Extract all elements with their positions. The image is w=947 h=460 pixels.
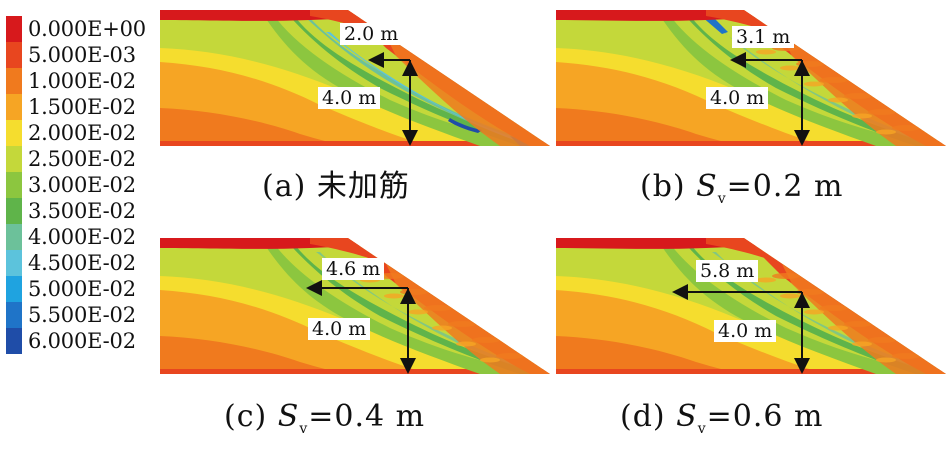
legend-label: 5.000E-02	[28, 277, 136, 301]
legend-item: 2.500E-02	[4, 146, 164, 172]
legend-item: 1.500E-02	[4, 94, 164, 120]
caption-prefix: (c)	[224, 399, 278, 434]
sv-symbol: S	[696, 169, 718, 204]
sv-value: =0.6 m	[706, 399, 824, 434]
sv-subscript: v	[697, 421, 707, 437]
legend-swatch	[6, 224, 22, 250]
legend-item: 4.500E-02	[4, 250, 164, 276]
sv-symbol: S	[277, 399, 300, 434]
caption-text: 未加筋	[316, 169, 410, 204]
width-label: 3.1 m	[732, 26, 795, 48]
legend-label: 4.000E-02	[28, 225, 136, 249]
sv-value: =0.2 m	[726, 169, 844, 204]
legend-swatch	[6, 94, 22, 120]
legend-item: 3.000E-02	[4, 172, 164, 198]
legend-label: 5.000E-03	[28, 43, 136, 67]
caption-prefix: (a)	[262, 169, 317, 204]
legend-label: 3.500E-02	[28, 199, 136, 223]
height-label: 4.0 m	[714, 320, 777, 342]
sv-subscript: v	[717, 191, 727, 207]
width-label: 4.6 m	[322, 258, 385, 280]
caption-a: (a) 未加筋	[262, 170, 410, 204]
contour-panel-c: 4.6 m 4.0 m	[160, 238, 550, 378]
legend-swatch	[6, 120, 22, 146]
legend-swatch	[6, 42, 22, 68]
legend-item: 5.000E-03	[4, 42, 164, 68]
height-label: 4.0 m	[706, 87, 769, 109]
width-label: 2.0 m	[340, 23, 403, 45]
legend-swatch	[6, 276, 22, 302]
legend-swatch	[6, 198, 22, 224]
sv-symbol: S	[676, 399, 698, 434]
caption-d: (d) Sv=0.6 m	[620, 400, 823, 446]
contour-panel-a: 2.0 m 4.0 m	[160, 10, 550, 150]
caption-b: (b) Sv=0.2 m	[640, 170, 843, 216]
legend-label: 1.000E-02	[28, 69, 136, 93]
legend-item: 0.000E+00	[4, 16, 164, 42]
legend-label: 1.500E-02	[28, 95, 136, 119]
legend-label: 2.500E-02	[28, 147, 136, 171]
caption-prefix: (b)	[640, 169, 697, 204]
legend-item: 3.500E-02	[4, 198, 164, 224]
sv-value: =0.4 m	[308, 399, 426, 434]
legend-swatch	[6, 68, 22, 94]
slope-contour-plot	[556, 10, 946, 146]
height-label: 4.0 m	[308, 318, 371, 340]
legend-label: 2.000E-02	[28, 121, 136, 145]
legend-item: 5.000E-02	[4, 276, 164, 302]
legend-label: 0.000E+00	[28, 17, 146, 41]
legend-item: 2.000E-02	[4, 120, 164, 146]
legend-label: 6.000E-02	[28, 329, 136, 353]
legend-label: 4.500E-02	[28, 251, 136, 275]
contour-panel-b: 3.1 m 4.0 m	[556, 10, 946, 150]
legend-swatch	[6, 250, 22, 276]
legend-swatch	[6, 172, 22, 198]
legend-item: 1.000E-02	[4, 68, 164, 94]
legend-swatch	[6, 16, 22, 42]
width-label: 5.8 m	[696, 260, 759, 282]
height-label: 4.0 m	[318, 87, 381, 109]
slope-contour-plot	[556, 238, 946, 374]
legend-item: 5.500E-02	[4, 302, 164, 328]
legend-label: 5.500E-02	[28, 303, 136, 327]
sv-subscript: v	[299, 421, 309, 437]
legend-item: 4.000E-02	[4, 224, 164, 250]
legend-swatch	[6, 302, 22, 328]
contour-panel-d: 5.8 m 4.0 m	[556, 238, 946, 378]
legend-swatch	[6, 328, 22, 354]
caption-prefix: (d)	[620, 399, 677, 434]
caption-c: (c) Sv=0.4 m	[224, 400, 425, 446]
legend-item: 6.000E-02	[4, 328, 164, 354]
legend-label: 3.000E-02	[28, 173, 136, 197]
legend-swatch	[6, 146, 22, 172]
